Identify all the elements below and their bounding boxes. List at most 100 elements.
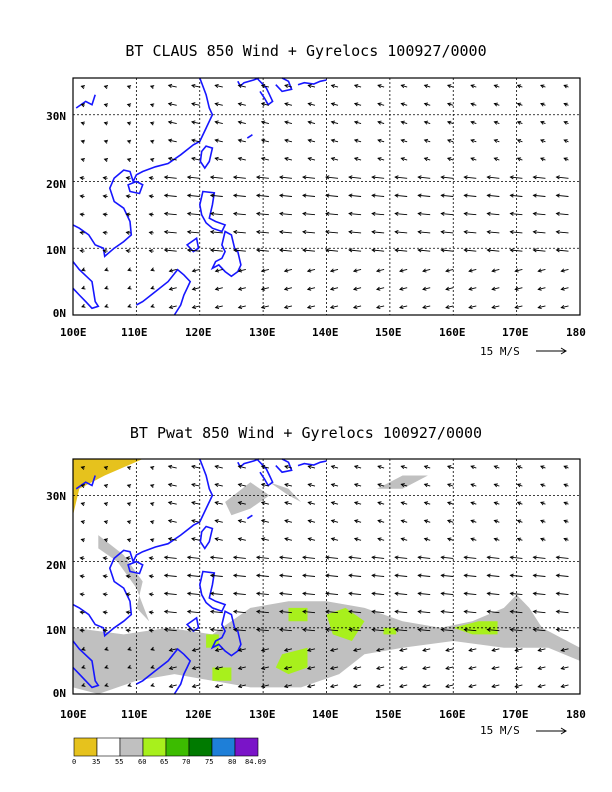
panel1-wind-vector: [422, 268, 431, 272]
panel2-wind-arrowhead: [509, 627, 514, 632]
panel1-wind-vector: [424, 157, 431, 161]
panel1-wind-vector: [372, 231, 385, 234]
panel1-wind-arrowhead: [463, 248, 468, 253]
panel2-wind-arrowhead: [537, 684, 542, 689]
panel2-wind-vector: [487, 629, 500, 632]
panel1-wind-vector: [256, 176, 269, 179]
panel2-wind-vector: [372, 556, 385, 559]
panel2-wind-arrowhead: [470, 483, 475, 488]
panel1-ytick-0: 0N: [52, 307, 66, 320]
panel1-wind-vector: [256, 194, 269, 197]
panel1-wind-vector: [441, 176, 454, 179]
panel2-wind-arrowhead: [148, 556, 153, 561]
panel2-wind-arrowhead: [440, 573, 445, 578]
panel1-wind-vector: [187, 213, 200, 216]
panel1-wind-arrowhead: [260, 156, 266, 161]
panel1-honshu: [297, 79, 327, 86]
colorbar-label: 60: [138, 758, 147, 766]
panel2-wind-arrowhead: [540, 465, 545, 470]
panel2-wind-vector: [308, 483, 316, 487]
panel1-wind-arrowhead: [237, 156, 242, 161]
panel2-wind-arrowhead: [260, 519, 266, 524]
panel2-wind-arrowhead: [260, 464, 266, 469]
panel2-wind-arrowhead: [232, 555, 238, 560]
panel1-wind-vector: [284, 287, 293, 290]
panel1-wind-arrowhead: [532, 193, 537, 198]
panel1-wind-vector: [192, 305, 200, 309]
panel1-wind-arrowhead: [491, 286, 496, 291]
panel2-wind-arrowhead: [422, 647, 427, 652]
panel2-wind-arrowhead: [486, 573, 491, 578]
panel2-wind-vector: [447, 538, 454, 541]
panel1-wind-vector: [424, 139, 431, 143]
panel2-wind-vector: [515, 684, 523, 688]
panel1-wind-arrowhead: [150, 285, 155, 290]
panel2-xtick-100: 100E: [60, 708, 87, 721]
panel1-wind-vector: [192, 287, 200, 290]
panel2-wind-arrowhead: [563, 483, 568, 488]
panel2-wind-arrowhead: [214, 482, 219, 487]
panel1-wind-arrowhead: [214, 138, 219, 143]
panel1-wind-vector: [377, 103, 385, 106]
panel1-wind-arrowhead: [371, 193, 376, 198]
panel1-wind-vector: [349, 249, 362, 252]
panel1-wind-arrowhead: [563, 157, 568, 162]
panel2-wind-vector: [164, 611, 177, 614]
panel2-wind-vector: [169, 684, 177, 688]
panel1-wind-arrowhead: [560, 304, 565, 310]
panel2-xtick-120: 120E: [185, 708, 212, 721]
panel1-wind-vector: [238, 139, 246, 143]
panel2-wind-arrowhead: [371, 573, 376, 578]
panel1-wind-vector: [210, 231, 223, 234]
panel2-wind-arrowhead: [555, 591, 560, 596]
panel1-wind-arrowhead: [186, 175, 192, 180]
panel1-wind-arrowhead: [167, 120, 173, 125]
panel1-wind-vector: [308, 121, 316, 125]
panel2-wind-vector: [215, 648, 223, 652]
panel2-wind-arrowhead: [470, 465, 475, 470]
panel2-wind-arrowhead: [371, 627, 376, 632]
panel2-wind-vector: [441, 574, 454, 577]
panel1-wind-arrowhead: [191, 138, 196, 143]
panel2-wind-vector: [464, 611, 477, 614]
panel1-wind-vector: [353, 287, 362, 290]
panel2-wind-vector: [492, 666, 500, 670]
panel2-river: [75, 475, 96, 490]
panel2-wind-arrowhead: [560, 665, 565, 671]
panel2-wind-arrowhead: [516, 537, 522, 542]
panel2-wind-arrowhead: [352, 684, 358, 689]
panel1-shikoku: [275, 77, 293, 93]
panel2-wind-arrowhead: [555, 627, 560, 632]
panel1-wind-vector: [284, 103, 293, 106]
panel1-wind-vector: [447, 103, 454, 106]
panel2-wind-vector: [191, 538, 200, 541]
panel1-wind-arrowhead: [125, 194, 130, 199]
panel2-wind-arrowhead: [237, 519, 242, 524]
panel1-wind-vector: [445, 287, 454, 290]
panel2-wind-vector: [302, 574, 316, 577]
panel2-wind-vector: [561, 666, 569, 670]
panel1-wind-arrowhead: [102, 230, 107, 235]
panel1-wind-vector: [233, 249, 246, 252]
panel1-wind-arrowhead: [186, 229, 192, 235]
panel1-wind-vector: [515, 268, 523, 272]
panel1-wind-arrowhead: [163, 211, 169, 216]
panel1-wind-vector: [238, 287, 246, 290]
panel1-wind-arrowhead: [445, 268, 450, 273]
panel2-wind-vector: [556, 574, 569, 577]
panel1-wind-arrowhead: [563, 84, 568, 89]
panel2-wind-vector: [349, 592, 362, 596]
panel1-wind-arrowhead: [353, 138, 359, 143]
panel1-wind-arrowhead: [348, 211, 353, 216]
panel1-wind-arrowhead: [148, 248, 153, 254]
panel1-wind-vector: [233, 176, 246, 179]
panel2-wind-arrowhead: [329, 684, 335, 689]
panel1-wind-arrowhead: [209, 248, 215, 253]
panel2-wind-arrowhead: [400, 501, 405, 506]
panel1-wind-vector: [401, 157, 408, 161]
panel1-wind-arrowhead: [486, 229, 491, 235]
colorbar-label: 0: [72, 758, 77, 766]
panel1-wind-vector: [261, 84, 269, 88]
panel2-wind-arrowhead: [126, 465, 132, 470]
panel1-wind-vector: [376, 287, 385, 290]
